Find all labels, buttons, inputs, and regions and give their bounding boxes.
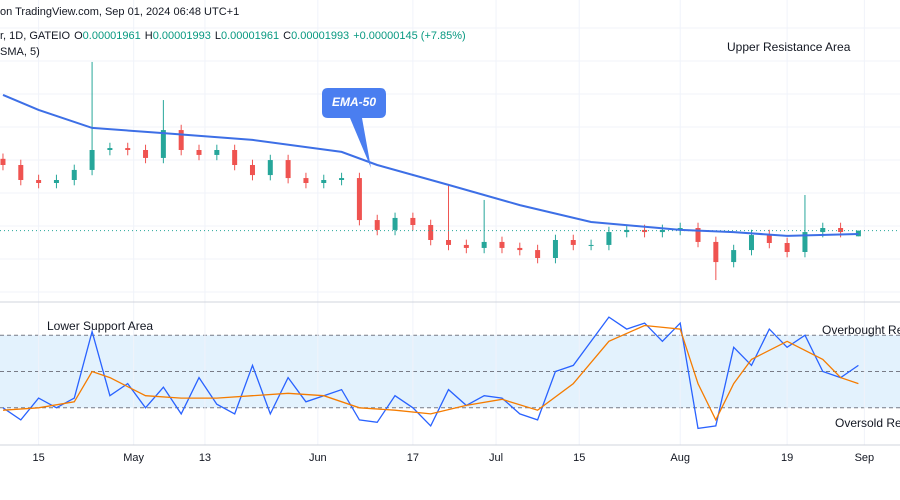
candle-body xyxy=(196,150,202,155)
x-tick-label: Aug xyxy=(670,452,690,464)
x-tick-label: 19 xyxy=(781,452,793,464)
candle-body xyxy=(428,225,434,240)
symbol-line: r, 1D, GATEIO O0.00001961 H0.00001993 L0.00… xyxy=(0,30,466,42)
candle-body xyxy=(731,250,737,263)
ohlc-value: 0.00001961 xyxy=(83,30,141,42)
candle-body xyxy=(606,232,612,245)
candle-body xyxy=(695,228,701,242)
candle-body xyxy=(481,241,487,248)
candle-body xyxy=(249,165,255,176)
annotation: Lower Support Area xyxy=(47,319,153,333)
candle-body xyxy=(766,235,772,243)
x-tick-label: 15 xyxy=(32,452,44,464)
candle-body xyxy=(267,160,273,176)
ohlc-key: C xyxy=(283,30,291,42)
candle-body xyxy=(517,247,523,251)
annotation: Overbought Re xyxy=(822,323,900,337)
candle-body xyxy=(659,229,665,233)
x-tick-label: 15 xyxy=(573,452,585,464)
ohlc-value: 0.00001961 xyxy=(221,30,279,42)
symbol: r, 1D, GATEIO xyxy=(0,30,71,42)
candle-body xyxy=(107,148,113,150)
x-tick-label: May xyxy=(123,452,144,464)
ohlc-key: H xyxy=(145,30,153,42)
candle-body xyxy=(570,240,576,245)
candle-body xyxy=(321,180,327,183)
candle-body xyxy=(552,240,558,258)
candle-body xyxy=(374,220,380,230)
ohlc-value: 0.00001993 xyxy=(291,30,349,42)
candle-body xyxy=(446,240,452,245)
callout-label: EMA-50 xyxy=(332,95,376,109)
candle-body xyxy=(89,150,95,170)
candle-body xyxy=(178,130,184,150)
annotation: Upper Resistance Area xyxy=(727,40,851,54)
candle-body xyxy=(713,241,719,263)
source-line: on TradingView.com, Sep 01, 2024 06:48 U… xyxy=(0,6,239,18)
candle-body xyxy=(339,178,345,180)
candle-body xyxy=(285,160,291,179)
candle-body xyxy=(160,130,166,158)
candle-body xyxy=(410,217,416,225)
candle-body xyxy=(499,241,505,248)
candle-body xyxy=(232,150,238,165)
candle-body xyxy=(303,178,309,183)
candle-body xyxy=(463,244,469,248)
candle-body xyxy=(392,217,398,230)
candle-body xyxy=(0,158,6,165)
x-tick-label: 17 xyxy=(407,452,419,464)
candle-body xyxy=(18,165,24,180)
series-line xyxy=(2,316,859,430)
candle-body xyxy=(143,150,149,158)
ohlc-key: O xyxy=(74,30,83,42)
x-tick-label: Jul xyxy=(489,452,503,464)
candle-body xyxy=(784,243,790,252)
callout-box xyxy=(322,88,386,168)
indicator-label: SMA, 5) xyxy=(0,46,40,58)
candle-body xyxy=(535,250,541,258)
candle-body xyxy=(588,244,594,246)
candle-body xyxy=(36,180,42,183)
x-tick-label: Jun xyxy=(309,452,327,464)
candle-body xyxy=(125,148,131,150)
change: +0.00000145 (+7.85%) xyxy=(353,30,466,42)
ohlc-value: 0.00001993 xyxy=(153,30,211,42)
candle-body xyxy=(855,230,861,237)
candle-body xyxy=(802,232,808,252)
ohlc-key: L xyxy=(215,30,221,42)
candle-body xyxy=(624,229,630,233)
candle-body xyxy=(71,169,77,180)
candle-body xyxy=(838,228,844,233)
x-tick-label: Sep xyxy=(855,452,875,464)
series-line xyxy=(2,324,859,422)
x-tick-label: 13 xyxy=(199,452,211,464)
candle-body xyxy=(53,180,59,183)
candle-body xyxy=(820,228,826,233)
series-line xyxy=(2,93,859,237)
candle-body xyxy=(356,178,362,221)
candle-body xyxy=(748,235,754,251)
annotation: Oversold Reg xyxy=(835,416,900,430)
candle-body xyxy=(214,150,220,155)
